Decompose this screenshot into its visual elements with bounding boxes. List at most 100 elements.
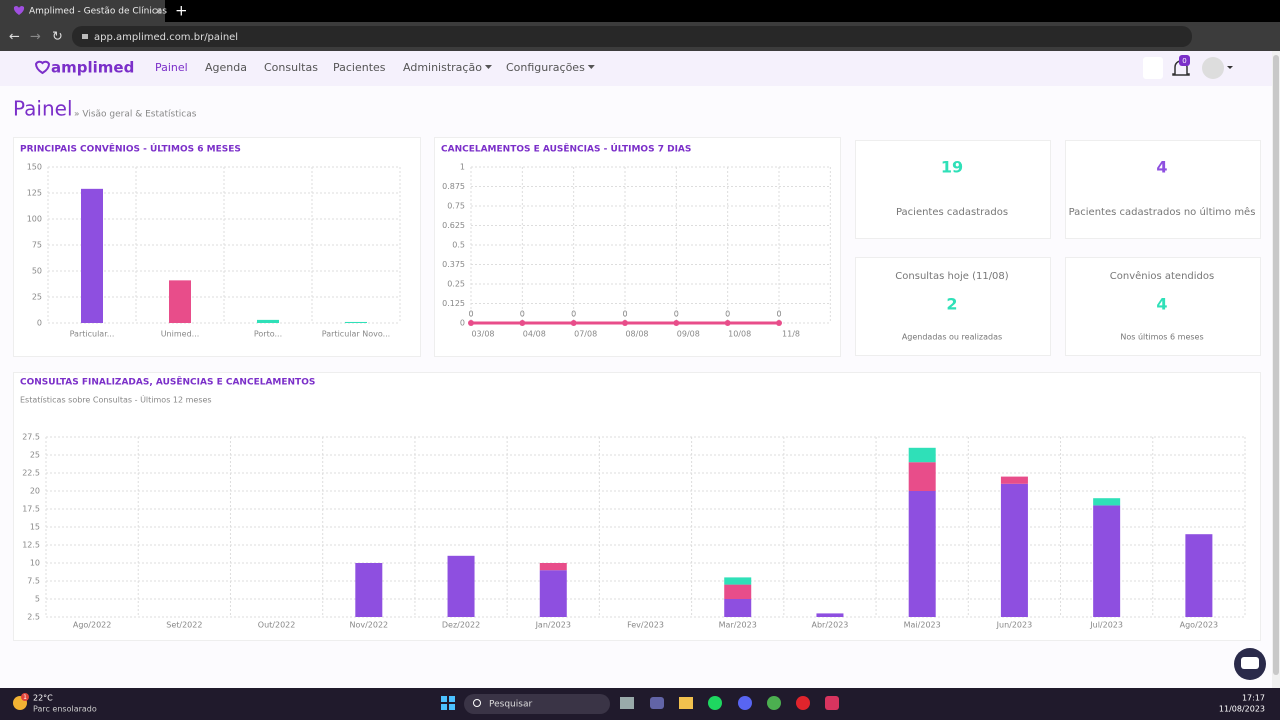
- start-button[interactable]: [449, 704, 455, 710]
- start-button[interactable]: [449, 696, 455, 702]
- x-tick-label: 03/08: [471, 330, 494, 339]
- x-tick-label: Ago/2023: [1180, 621, 1219, 630]
- bar: [345, 321, 367, 323]
- y-tick-label: 20: [30, 487, 40, 496]
- omnibox[interactable]: [72, 26, 1192, 47]
- start-button[interactable]: [441, 696, 447, 702]
- x-tick-label: Mar/2023: [719, 621, 757, 630]
- stat-card: [1065, 257, 1261, 356]
- taskbar-app[interactable]: [708, 696, 722, 710]
- page-title: Painel: [13, 97, 73, 121]
- search-text: Pesquisar: [489, 700, 532, 710]
- x-tick-label: Mai/2023: [904, 621, 941, 630]
- stat-card: [855, 140, 1051, 239]
- tab-close[interactable]: ×: [154, 6, 162, 17]
- taskbar-app[interactable]: [767, 696, 781, 710]
- nav-item[interactable]: Administração: [403, 61, 482, 74]
- x-tick-label: Jun/2023: [996, 621, 1033, 630]
- clock-time: 17:17: [1242, 694, 1265, 703]
- temperature: 22°C: [33, 694, 53, 703]
- point: [622, 320, 628, 326]
- tab-strip: [0, 0, 1280, 22]
- stat-note: Nos últimos 6 meses: [1120, 333, 1203, 342]
- nav-item[interactable]: Pacientes: [333, 61, 386, 74]
- y-tick-label: 2.5: [27, 613, 40, 622]
- y-tick-label: 10: [30, 559, 40, 568]
- stat-value: 4: [1156, 295, 1167, 314]
- bar-segment: [1000, 483, 1028, 617]
- y-tick-label: 75: [32, 241, 42, 250]
- avatar[interactable]: [1202, 57, 1224, 79]
- bar-segment: [355, 563, 383, 617]
- x-tick-label: Set/2022: [166, 621, 202, 630]
- nav-item[interactable]: Agenda: [205, 61, 247, 74]
- y-tick-label: 100: [27, 215, 42, 224]
- brand-name[interactable]: amplimed: [51, 59, 134, 77]
- stat-card: [855, 257, 1051, 356]
- clinic-logo[interactable]: [1143, 57, 1163, 79]
- nav-menu: Painel Agenda Consultas Pacientes Administra…: [155, 61, 595, 74]
- y-tick-label: 0.75: [447, 202, 465, 211]
- bar-segment: [724, 577, 752, 585]
- y-tick-label: 1: [460, 163, 465, 172]
- stat-card: [1065, 140, 1261, 239]
- search-box[interactable]: [464, 694, 610, 714]
- stat-value: 19: [941, 158, 963, 177]
- clock-date: 11/08/2023: [1219, 705, 1265, 714]
- card: [434, 137, 841, 357]
- stat-value: 4: [1156, 158, 1167, 177]
- taskbar-app[interactable]: [650, 697, 664, 709]
- y-tick-label: 12.5: [22, 541, 40, 550]
- scrollbar-thumb[interactable]: [1273, 55, 1279, 675]
- taskbar-app[interactable]: [825, 696, 839, 710]
- bar-segment: [1185, 534, 1213, 617]
- y-tick-label: 0.875: [442, 182, 465, 191]
- x-tick-label: 09/08: [677, 330, 700, 339]
- taskbar-app[interactable]: [679, 697, 693, 709]
- nav-item[interactable]: Configurações: [506, 61, 585, 74]
- bar-segment: [539, 570, 567, 617]
- back-button[interactable]: ←: [9, 30, 20, 45]
- taskbar-app[interactable]: [796, 696, 810, 710]
- point: [776, 320, 782, 326]
- url: app.amplimed.com.br/painel: [94, 32, 238, 43]
- chart-title: PRINCIPAIS CONVÊNIOS - ÚLTIMOS 6 MESES: [20, 143, 241, 155]
- y-tick-label: 150: [27, 163, 42, 172]
- active-tab[interactable]: [0, 0, 165, 22]
- bar-segment: [908, 462, 936, 491]
- x-tick-label: Out/2022: [258, 621, 296, 630]
- nav-bar: [0, 51, 1272, 86]
- page-subtitle: » Visão geral & Estatísticas: [74, 110, 197, 120]
- search-icon: [473, 699, 481, 707]
- weather-badge-count: 1: [23, 694, 27, 701]
- new-tab[interactable]: +: [175, 2, 188, 20]
- y-tick-label: 0: [460, 319, 465, 328]
- y-tick-label: 15: [30, 523, 40, 532]
- y-tick-label: 25: [30, 451, 40, 460]
- taskbar-app[interactable]: [738, 696, 752, 710]
- data-label: 0: [520, 310, 525, 319]
- stat-title: Consultas hoje (11/08): [895, 271, 1008, 282]
- weather-badge: [21, 693, 29, 701]
- taskbar-app[interactable]: [620, 697, 634, 709]
- nav-item[interactable]: Painel: [155, 61, 188, 74]
- chart-subtitle: Estatísticas sobre Consultas - Últimos 1…: [20, 394, 212, 405]
- reload-button[interactable]: ↻: [52, 30, 63, 45]
- avatar-caret: [1227, 66, 1233, 69]
- y-tick-label: 7.5: [27, 577, 40, 586]
- data-label: 0: [674, 310, 679, 319]
- x-tick-label: 04/08: [523, 330, 546, 339]
- forward-button[interactable]: →: [30, 30, 41, 45]
- y-tick-label: 0.25: [447, 280, 465, 289]
- point: [570, 320, 577, 326]
- start-button[interactable]: [441, 704, 447, 710]
- stat-value: 2: [946, 295, 957, 314]
- tab-title: Amplimed - Gestão de Clínicas: [29, 7, 167, 17]
- bar: [81, 188, 103, 323]
- bar-segment: [908, 447, 936, 463]
- nav-item[interactable]: Consultas: [264, 61, 318, 74]
- data-label: 0: [776, 310, 781, 319]
- x-tick-label: 07/08: [574, 330, 597, 339]
